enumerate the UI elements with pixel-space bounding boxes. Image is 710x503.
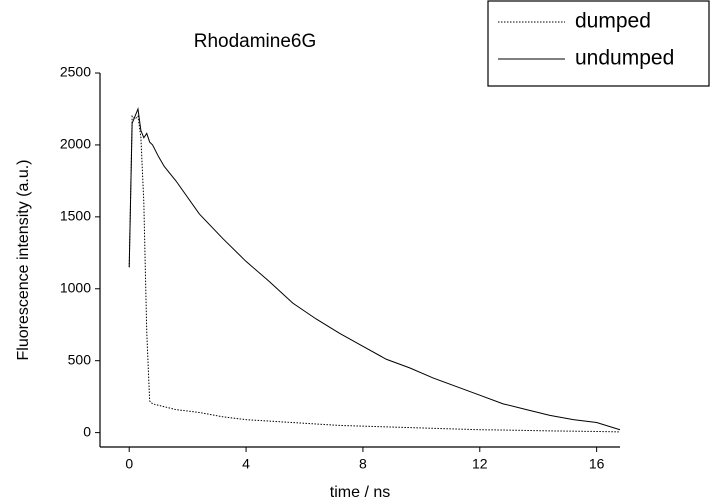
legend (487, 0, 710, 87)
x-tick-label: 8 (359, 456, 367, 472)
legend-label: dumped (575, 10, 651, 33)
y-tick-label: 500 (68, 351, 92, 367)
x-axis-label: time / ns (330, 484, 390, 501)
y-tick-label: 1500 (60, 208, 91, 224)
chart-title: Rhodamine6G (194, 31, 317, 52)
series-line (128, 114, 621, 433)
series-line (128, 107, 621, 431)
y-tick-label: 2000 (60, 136, 91, 152)
y-tick-label: 1000 (60, 279, 91, 295)
y-tick-label: 0 (83, 423, 91, 439)
x-tick-label: 4 (242, 456, 250, 472)
legend-label: undumped (575, 47, 674, 70)
x-tick-label: 12 (472, 456, 488, 472)
y-tick-label: 2500 (60, 64, 91, 80)
x-tick-label: 0 (125, 456, 133, 472)
x-tick-label: 16 (589, 456, 605, 472)
y-axis-label: Fluorescence intensity (a.u.) (15, 160, 32, 361)
